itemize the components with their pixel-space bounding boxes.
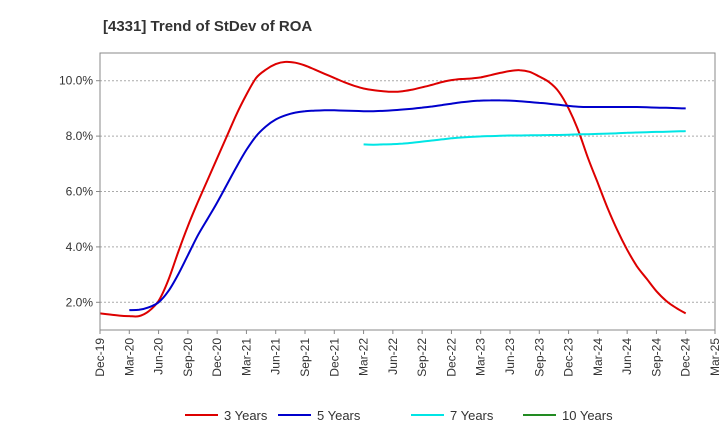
legend-label-0: 3 Years: [224, 408, 268, 423]
x-tick-label: Jun-23: [503, 338, 517, 375]
x-tick-label: Mar-23: [474, 338, 488, 376]
series-line-0: [99, 60, 687, 318]
x-tick-label: Jun-20: [152, 338, 166, 375]
x-tick-label: Mar-20: [122, 338, 136, 376]
x-tick-label: Sep-23: [532, 338, 546, 377]
y-tick-label: 10.0%: [59, 74, 93, 88]
x-tick-label: Dec-22: [444, 338, 458, 377]
x-tick-label: Dec-24: [679, 338, 693, 377]
x-tick-label: Sep-20: [181, 338, 195, 377]
y-axis-ticks: 2.0% 4.0% 6.0% 8.0% 10.0%: [59, 74, 100, 309]
x-tick-label: Sep-21: [298, 338, 312, 377]
chart-title: [4331] Trend of StDev of ROA: [103, 18, 312, 35]
x-tick-label: Dec-23: [562, 338, 576, 377]
x-tick-label: Jun-22: [386, 338, 400, 375]
plot-frame: [99, 52, 716, 331]
y-tick-label: 8.0%: [66, 129, 94, 143]
x-tick-label: Dec-20: [210, 338, 224, 377]
y-tick-label: 4.0%: [66, 240, 94, 254]
legend: 3 Years 5 Years 7 Years 10 Years: [185, 408, 613, 423]
x-tick-label: Sep-24: [649, 338, 663, 377]
x-tick-label: Mar-24: [591, 338, 605, 376]
y-tick-label: 6.0%: [66, 185, 94, 199]
legend-label-1: 5 Years: [317, 408, 361, 423]
x-tick-label: Mar-21: [239, 338, 253, 376]
y-tick-label: 2.0%: [66, 295, 94, 309]
x-tick-label: Mar-25: [708, 338, 720, 376]
x-tick-label: Sep-22: [415, 338, 429, 377]
legend-label-2: 7 Years: [450, 408, 494, 423]
x-axis-ticks: Dec-19 Mar-20 Jun-20 Sep-20 Dec-20 Mar-21 Jun-…: [93, 330, 720, 377]
grid: [100, 80, 715, 303]
legend-label-3: 10 Years: [562, 408, 613, 423]
series-line-1: [129, 99, 686, 312]
x-tick-label: Dec-19: [93, 338, 107, 377]
x-tick-label: Jun-21: [269, 338, 283, 375]
series-line-2: [363, 130, 686, 146]
x-tick-label: Dec-21: [327, 338, 341, 377]
x-tick-label: Jun-24: [620, 338, 634, 375]
series-layer: [99, 60, 687, 318]
x-tick-label: Mar-22: [357, 338, 371, 376]
